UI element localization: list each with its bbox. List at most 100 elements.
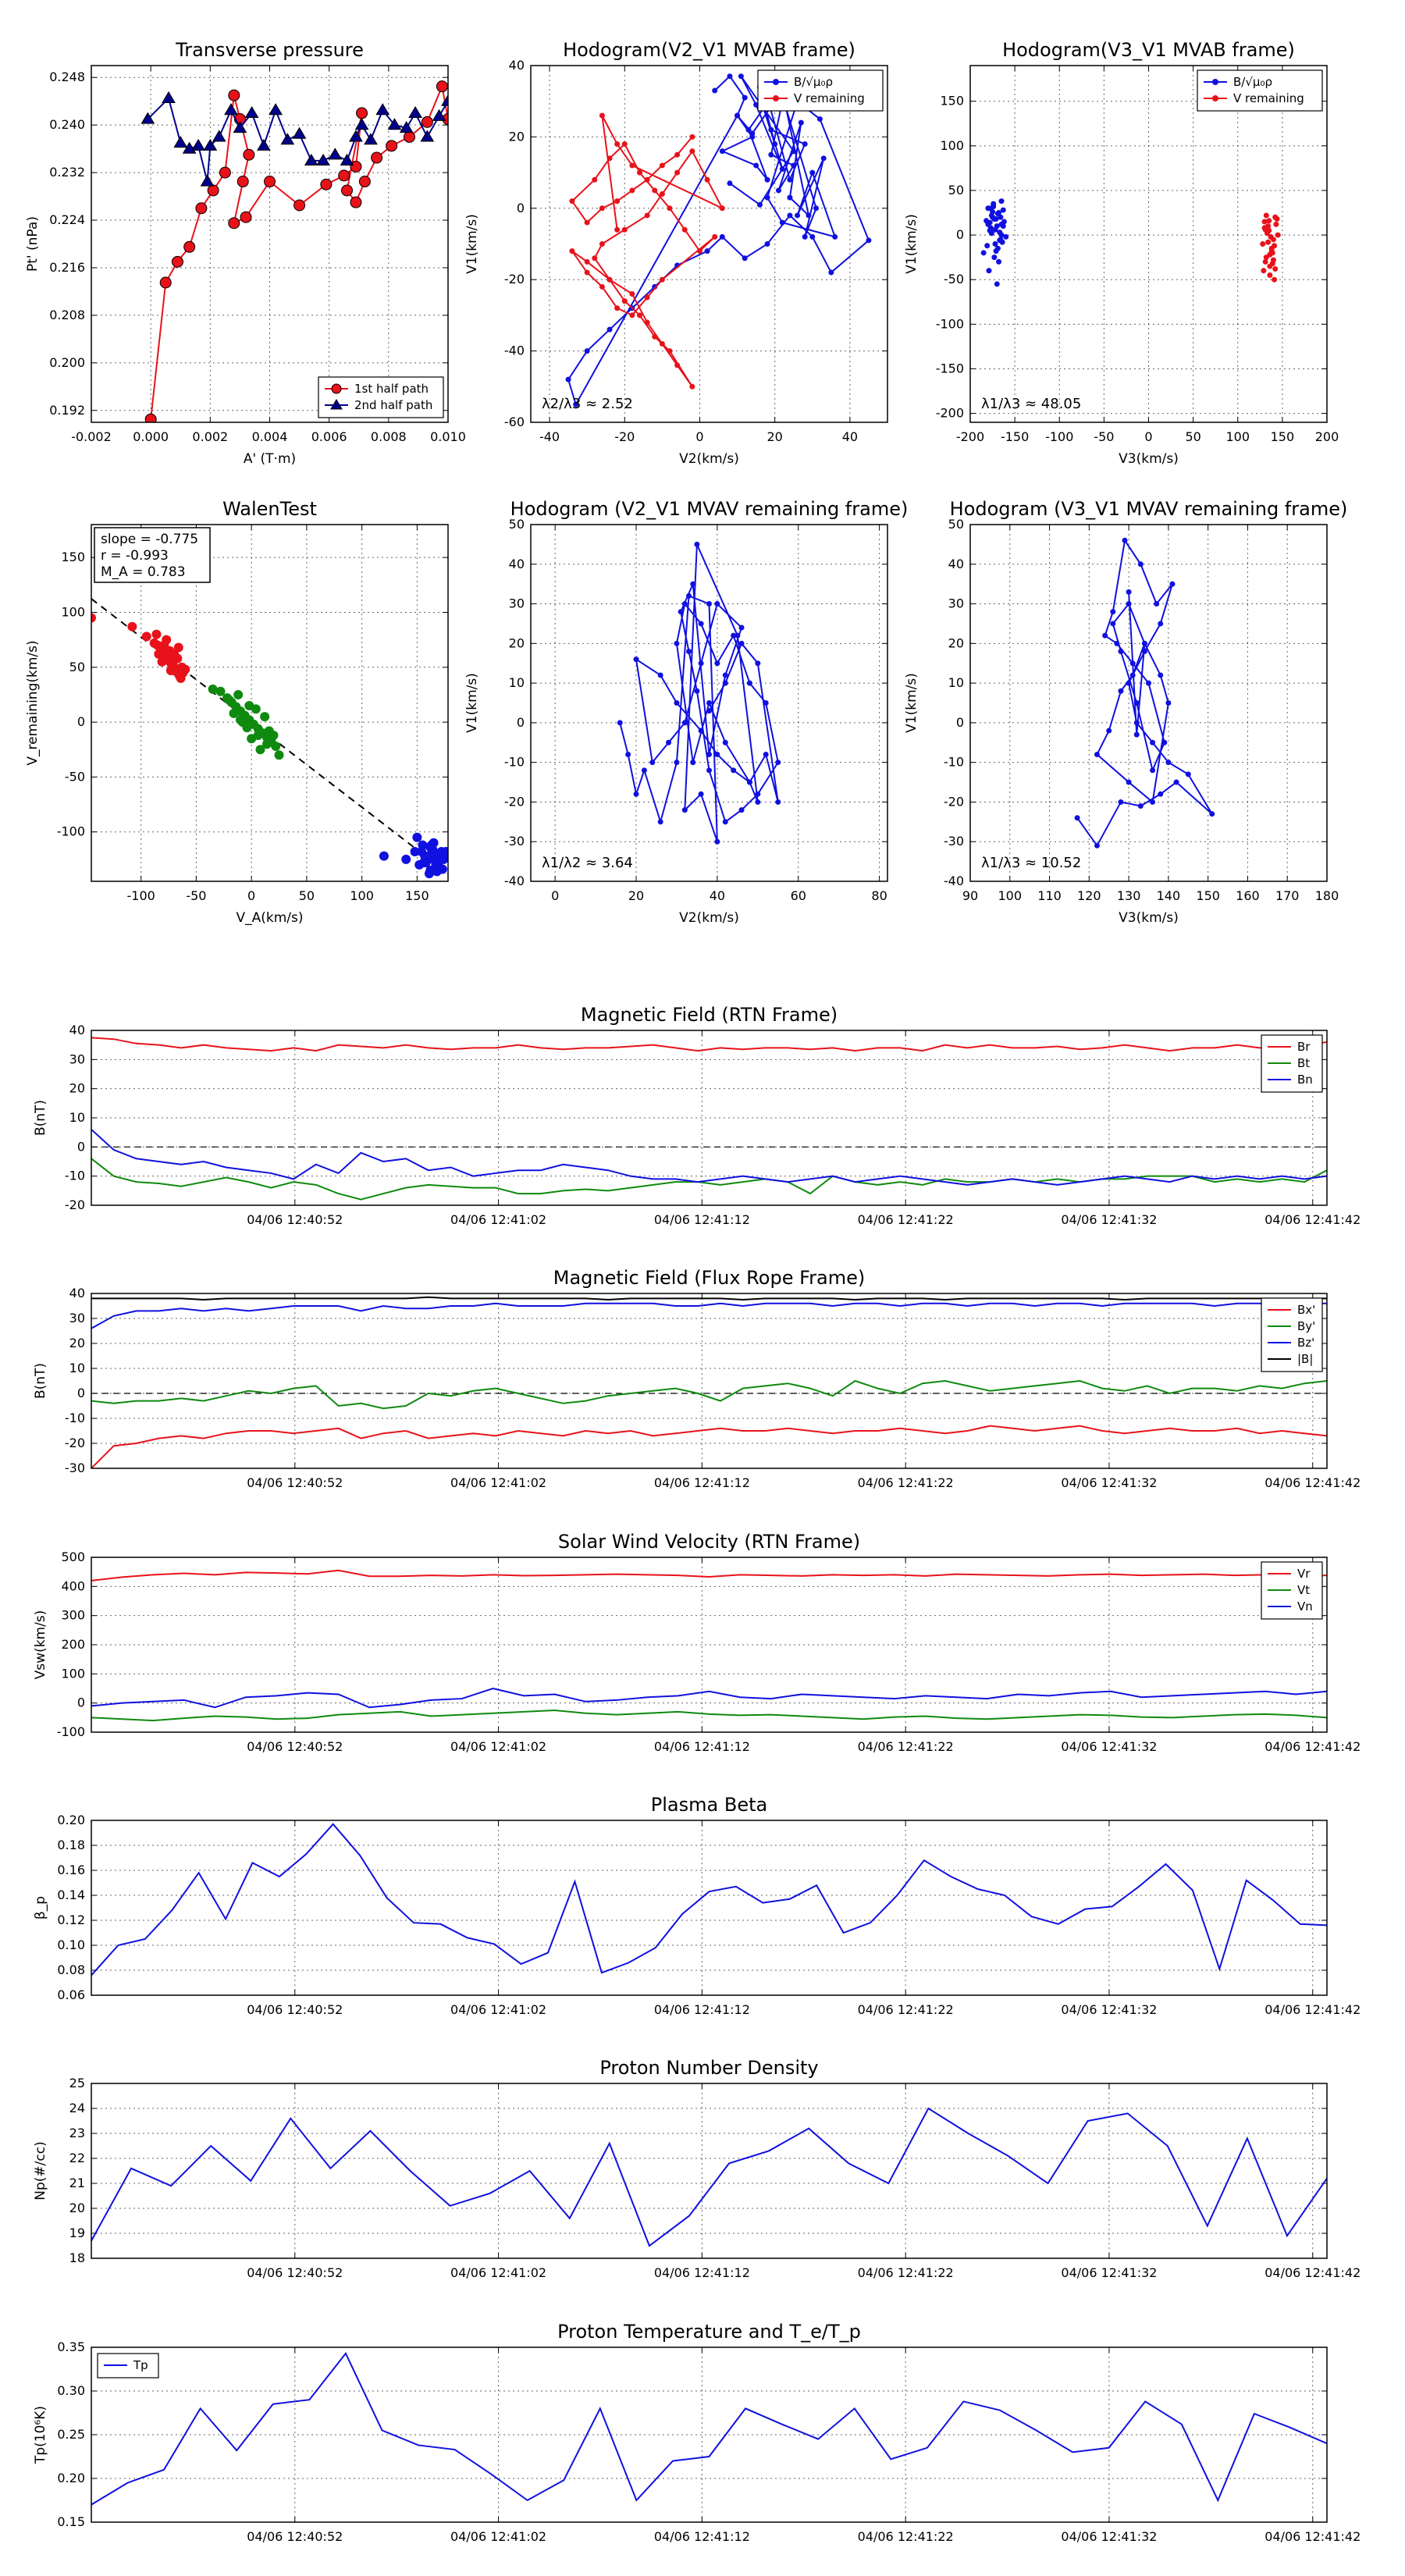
data-point	[1133, 731, 1140, 738]
panel-hodogram-v3-v1-mvav: 90 100 110 120 130 140 150 160 170 180-40-30-20-1…	[904, 498, 1347, 926]
x-tick-label: 04/06 12:41:02	[450, 1212, 546, 1227]
data-point	[1267, 251, 1273, 258]
data-point	[621, 141, 628, 148]
y-tick-label: -10	[944, 755, 964, 770]
data-point	[745, 126, 752, 133]
grid	[531, 65, 887, 423]
data-point	[584, 258, 590, 265]
data-point	[706, 708, 712, 714]
data-point	[1126, 779, 1132, 785]
data-point	[798, 119, 804, 126]
y-tick-label: 40	[948, 557, 964, 571]
data-point	[412, 832, 422, 842]
data-point	[417, 847, 427, 857]
data-point	[749, 130, 756, 137]
data-point	[984, 243, 991, 249]
y-tick-label: -20	[65, 1197, 85, 1212]
x-tick-label: 04/06 12:41:02	[450, 1475, 546, 1490]
data-point	[215, 686, 226, 696]
data-point	[127, 621, 137, 632]
y-tick-label: 30	[69, 1051, 85, 1066]
x-tick-label: 130	[1117, 888, 1141, 903]
y-tick-label: 0.16	[57, 1863, 85, 1877]
data-point	[727, 73, 733, 80]
grid	[91, 2347, 1327, 2523]
y-tick-label: -50	[944, 272, 964, 286]
y-tick-label: -50	[65, 769, 85, 784]
series-line-1st half path	[150, 84, 448, 420]
y-tick-label: 100	[61, 604, 85, 619]
y-tick-label: 18	[69, 2250, 85, 2265]
y-tick-label: 24	[69, 2101, 85, 2115]
series-line-V remaining	[571, 115, 724, 387]
y-axis-label: Tp(10⁶K)	[33, 2406, 48, 2464]
data-point	[592, 176, 598, 183]
legend-label: V remaining	[1233, 91, 1304, 105]
data-point	[208, 684, 218, 694]
y-axis-label: Np(#/cc)	[33, 2141, 48, 2200]
y-tick-label: 10	[509, 675, 525, 690]
y-tick-label: 50	[69, 660, 85, 674]
data-point	[614, 198, 621, 205]
data-point	[806, 212, 812, 219]
y-tick-label: 10	[69, 1361, 85, 1375]
data-point	[328, 148, 343, 160]
data-point	[387, 118, 402, 130]
x-tick-label: 04/06 12:41:22	[858, 1739, 954, 1754]
data-point	[633, 656, 639, 663]
data-area	[91, 1296, 1327, 1468]
data-point	[659, 191, 665, 197]
data-point	[584, 269, 590, 276]
data-point	[706, 767, 712, 774]
plot-frame	[530, 524, 888, 882]
data-point	[649, 760, 656, 766]
data-point	[264, 176, 276, 188]
x-tick-label: 04/06 12:41:42	[1264, 1739, 1361, 1754]
x-tick-label: 04/06 12:41:32	[1061, 2529, 1157, 2544]
data-point	[706, 752, 712, 758]
plot-frame	[969, 65, 1328, 423]
data-point	[690, 760, 696, 766]
data-point	[1261, 268, 1267, 274]
x-tick-label: 04/06 12:41:22	[858, 1212, 954, 1227]
data-point	[764, 241, 770, 247]
legend-label: By'	[1297, 1319, 1315, 1333]
x-tick-label: 04/06 12:40:52	[247, 1475, 343, 1490]
data-point	[171, 255, 183, 268]
data-point	[722, 739, 728, 745]
panel-solar-wind-velocity: 04/06 12:40:52 04/06 12:41:02 04/06 12:41:…	[33, 1531, 1361, 1754]
series-line-Vn	[91, 1687, 1327, 1709]
x-tick-label: 04/06 12:40:52	[247, 1212, 343, 1227]
data-point	[1272, 265, 1279, 272]
y-tick-label: 20	[69, 1336, 85, 1350]
data-point	[599, 112, 605, 119]
x-tick-label: 100	[1225, 429, 1250, 444]
data-point	[629, 187, 635, 194]
x-tick-label: 04/06 12:41:12	[654, 1739, 750, 1754]
data-point	[1133, 700, 1140, 706]
x-tick-label: 04/06 12:41:12	[654, 2529, 750, 2544]
x-tick-label: 04/06 12:40:52	[247, 2529, 343, 2544]
legend-label: Vr	[1297, 1567, 1311, 1581]
y-tick-label: -10	[65, 1169, 85, 1183]
x-tick-label: 04/06 12:41:42	[1264, 2002, 1361, 2017]
data-point	[1126, 680, 1132, 686]
y-tick-label: -100	[57, 824, 85, 839]
data-point	[997, 237, 1003, 244]
data-area	[91, 613, 448, 879]
x-tick-label: 04/06 12:40:52	[247, 2002, 343, 2017]
data-point	[742, 94, 748, 101]
data-point	[1150, 799, 1156, 805]
plot-frame	[530, 65, 888, 423]
y-axis-label: Pt' (nPa)	[25, 216, 41, 272]
data-point	[698, 791, 704, 797]
panel-hodogram-v2-v1-mvav: 0 20 40 60 80 -40 -30 -20 -10 0 10 20 30 40 50Hodogram…	[464, 498, 908, 926]
data-point	[809, 233, 816, 240]
y-tick-label: 40	[69, 1023, 85, 1037]
data-area	[617, 541, 781, 845]
data-point	[375, 103, 390, 116]
data-point	[625, 752, 631, 758]
series-line-B	[619, 543, 779, 842]
y-tick-label: 25	[69, 2076, 85, 2090]
